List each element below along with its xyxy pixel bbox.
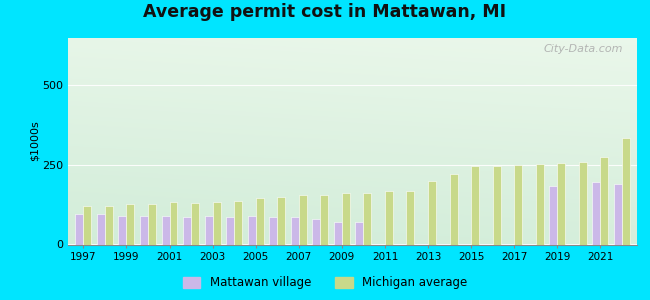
Bar <box>105 206 113 244</box>
Bar <box>299 195 307 244</box>
Bar <box>549 186 557 244</box>
Bar <box>579 162 587 244</box>
Bar <box>234 201 242 244</box>
Bar <box>148 204 156 244</box>
Bar <box>97 214 105 244</box>
Bar <box>126 204 135 244</box>
Legend: Mattawan village, Michigan average: Mattawan village, Michigan average <box>178 272 472 294</box>
Bar <box>342 193 350 244</box>
Bar <box>493 166 500 244</box>
Bar <box>557 163 566 244</box>
Bar <box>140 216 148 244</box>
Bar <box>356 222 363 244</box>
Bar <box>118 216 126 244</box>
Bar <box>255 198 264 244</box>
Bar <box>291 218 299 244</box>
Text: City-Data.com: City-Data.com <box>543 44 623 54</box>
Bar <box>622 138 630 244</box>
Bar <box>601 157 608 244</box>
Bar <box>313 219 320 244</box>
Bar <box>277 197 285 244</box>
Bar <box>363 193 371 244</box>
Bar <box>406 191 415 244</box>
Text: Average permit cost in Mattawan, MI: Average permit cost in Mattawan, MI <box>144 3 506 21</box>
Bar <box>536 164 543 244</box>
Bar <box>450 174 458 244</box>
Bar <box>614 184 622 244</box>
Bar <box>162 216 170 244</box>
Bar <box>269 218 277 244</box>
Bar <box>320 195 328 244</box>
Bar <box>75 214 83 244</box>
Bar <box>471 167 479 244</box>
Bar <box>83 206 91 244</box>
Bar <box>205 216 213 244</box>
Y-axis label: $1000s: $1000s <box>29 121 40 161</box>
Bar <box>334 222 342 244</box>
Bar <box>592 182 601 244</box>
Bar <box>170 202 177 244</box>
Bar <box>248 216 255 244</box>
Bar <box>226 218 234 244</box>
Bar <box>213 202 220 244</box>
Bar <box>514 165 522 244</box>
Bar <box>385 191 393 244</box>
Bar <box>428 182 436 244</box>
Bar <box>183 218 191 244</box>
Bar <box>191 203 199 244</box>
